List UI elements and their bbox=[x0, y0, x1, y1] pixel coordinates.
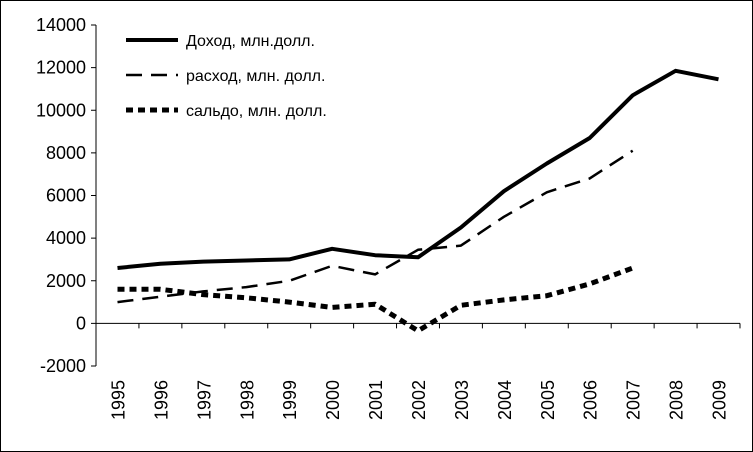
y-tick-label: 8000 bbox=[46, 143, 86, 163]
x-tick-label: 1999 bbox=[280, 380, 300, 420]
x-tick-label: 2007 bbox=[624, 380, 644, 420]
y-tick-label: 12000 bbox=[36, 58, 86, 78]
legend-label-3: сальдо, млн. долл. bbox=[186, 103, 327, 120]
x-tick-label: 2004 bbox=[495, 380, 515, 420]
series-line-3 bbox=[117, 265, 634, 334]
x-tick-label: 1998 bbox=[237, 380, 257, 420]
y-tick-label: 4000 bbox=[46, 228, 86, 248]
series-line-1 bbox=[117, 68, 719, 270]
x-tick-label: 2005 bbox=[538, 380, 558, 420]
y-tick-label: 0 bbox=[76, 313, 86, 333]
x-tick-label: 1995 bbox=[108, 380, 128, 420]
x-tick-label: 2006 bbox=[581, 380, 601, 420]
x-tick-label: 1996 bbox=[151, 380, 171, 420]
x-tick-label: 2003 bbox=[452, 380, 472, 420]
legend-label-2: расход, млн. долл. bbox=[186, 68, 325, 85]
y-tick-label: 6000 bbox=[46, 186, 86, 206]
y-tick-label: 10000 bbox=[36, 100, 86, 120]
x-tick-label: 2002 bbox=[409, 380, 429, 420]
y-tick-labels: -2000 0 2000 4000 6000 8000 10000 12000 14000 bbox=[36, 15, 86, 376]
y-tick-label: -2000 bbox=[40, 356, 86, 376]
y-tick-label: 14000 bbox=[36, 15, 86, 35]
y-tick-label: 2000 bbox=[46, 271, 86, 291]
series-lines bbox=[117, 68, 719, 334]
legend: Доход, млн.долл. расход, млн. долл. сальдо… bbox=[126, 33, 327, 120]
x-tick-label: 1997 bbox=[194, 380, 214, 420]
axes bbox=[91, 24, 741, 367]
x-tick-label: 2000 bbox=[323, 380, 343, 420]
legend-label-1: Доход, млн.долл. bbox=[186, 33, 315, 50]
x-tick-label: 2008 bbox=[667, 380, 687, 420]
x-tick-label: 2001 bbox=[366, 380, 386, 420]
x-tick-label: 2009 bbox=[710, 380, 730, 420]
x-tick-labels: 1995 1996 1997 1998 1999 2000 2001 2002 2003 2004… bbox=[108, 380, 729, 420]
series-line-2 bbox=[117, 149, 634, 304]
